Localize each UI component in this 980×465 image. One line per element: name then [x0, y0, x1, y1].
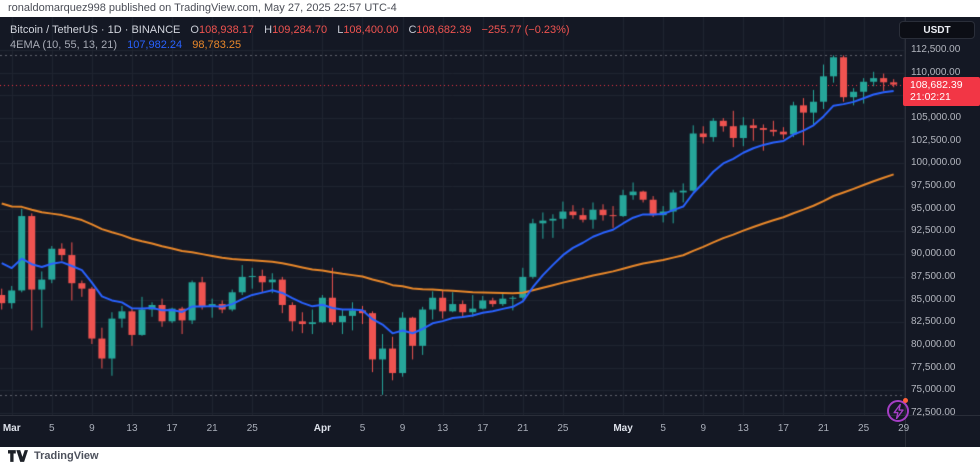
price-axis-separator [905, 17, 906, 447]
time-axis-label: 13 [126, 423, 138, 434]
footer-bar: TradingView [0, 447, 980, 465]
open-value: 108,938.17 [198, 24, 255, 36]
high-value: 109,284.70 [272, 24, 328, 36]
candle-countdown: 21:02:21 [910, 90, 951, 103]
price-axis-label: 77,500.00 [911, 361, 956, 373]
close-label: C [408, 24, 417, 36]
chart-legend: Bitcoin / TetherUS · 1D · BINANCE O108,9… [10, 23, 570, 53]
time-axis-label: 17 [777, 423, 789, 434]
change-value: −255.77 (−0.23%) [481, 24, 570, 36]
price-axis-label: 112,500.00 [911, 44, 961, 55]
publish-line: ronaldomarquez998 published on TradingVi… [8, 2, 397, 14]
symbol-legend-row[interactable]: Bitcoin / TetherUS · 1D · BINANCE O108,9… [10, 23, 570, 38]
time-axis-label: 17 [477, 423, 489, 434]
tradingview-brand-text[interactable]: TradingView [34, 450, 99, 462]
time-axis-label: 25 [858, 423, 870, 434]
publish-info-bar: ronaldomarquez998 published on TradingVi… [0, 0, 980, 17]
low-value: 108,400.00 [343, 24, 399, 36]
price-axis-label: 90,000.00 [911, 248, 956, 260]
time-axis-label: Mar [2, 423, 21, 434]
time-axis-label: 9 [89, 423, 95, 434]
time-axis-label: 29 [898, 423, 910, 434]
time-axis-label: 25 [246, 423, 258, 434]
price-chart-canvas[interactable] [0, 17, 905, 415]
time-axis-label: 13 [437, 423, 449, 434]
spark-button[interactable] [887, 400, 909, 422]
price-axis-label: 80,000.00 [911, 338, 956, 350]
last-price-value: 108,682.39 [910, 78, 963, 91]
time-axis-label: 9 [700, 423, 707, 434]
high-label: H [264, 24, 273, 36]
indicator-name: 4EMA (10, 55, 13, 21) [10, 39, 118, 51]
price-axis-label: 95,000.00 [911, 202, 956, 214]
price-axis-label: 75,000.00 [911, 384, 956, 396]
time-axis-label: 5 [359, 423, 366, 434]
currency-toggle-button[interactable]: USDT [899, 21, 975, 39]
time-axis[interactable]: Mar 5 9 13 17 21 25 Apr 5 9 13 17 21 25 May 5 9 13 17 21 25 2… [0, 416, 980, 447]
time-axis-label: 9 [399, 423, 406, 434]
price-axis-label: 102,500.00 [911, 134, 962, 146]
tradingview-logo-icon[interactable] [8, 450, 28, 462]
time-axis-label: 17 [166, 423, 178, 434]
indicator-legend-row[interactable]: 4EMA (10, 55, 13, 21) 107,982.24 98,783.… [10, 38, 570, 53]
time-axis-label: 13 [737, 423, 749, 434]
price-axis-label: 85,000.00 [911, 293, 956, 305]
time-axis-separator [0, 415, 980, 416]
time-axis-label: 25 [557, 423, 569, 434]
time-axis-label: 21 [817, 423, 830, 434]
time-axis-label: 5 [49, 423, 55, 434]
time-axis-label: May [613, 423, 633, 434]
indicator-value-slow: 98,783.25 [192, 39, 242, 51]
price-axis-label: 105,000.00 [911, 112, 962, 124]
spark-notification-dot [903, 398, 908, 403]
time-axis-label: Apr [313, 423, 332, 434]
open-label: O [190, 24, 199, 36]
time-axis-label: 5 [660, 423, 666, 434]
low-label: L [337, 24, 344, 36]
time-axis-label: 21 [517, 423, 529, 434]
last-price-tag: 108,682.39 21:02:21 [903, 76, 980, 106]
price-axis-label: 97,500.00 [911, 180, 956, 192]
lightning-icon [893, 404, 904, 419]
price-axis-label: 92,500.00 [911, 225, 956, 237]
price-axis-label: 87,500.00 [911, 270, 956, 282]
time-axis-label: 21 [206, 423, 218, 434]
price-axis-label: 100,000.00 [911, 157, 962, 169]
close-value: 108,682.39 [416, 24, 472, 36]
chart-area: Bitcoin / TetherUS · 1D · BINANCE O108,9… [0, 17, 980, 447]
symbol-title: Bitcoin / TetherUS · 1D · BINANCE [10, 24, 181, 36]
price-axis-label: 82,500.00 [911, 316, 956, 328]
price-axis-label: 110,000.00 [911, 66, 961, 78]
price-axis-label: 72,500.00 [911, 406, 956, 418]
indicator-value-fast: 107,982.24 [127, 39, 183, 51]
